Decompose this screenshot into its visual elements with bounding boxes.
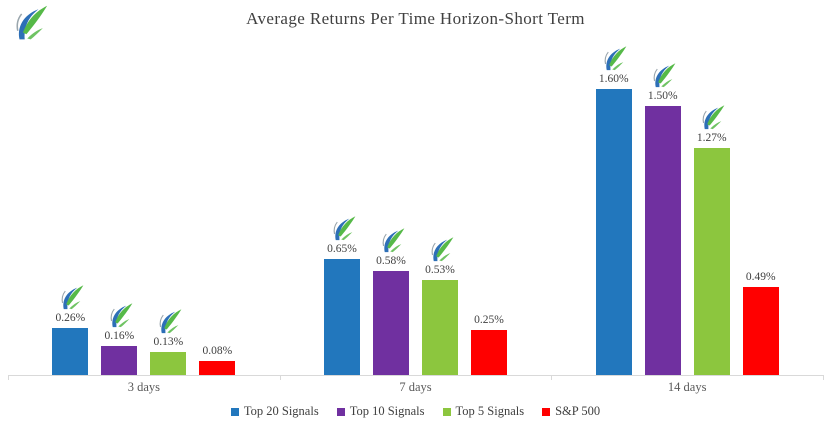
plot-area: 0.26% 0.16% 0.13% 0.08% 0.65% 0.58% 0.53% 0.25%… [8, 0, 823, 375]
category-label: 3 days [127, 380, 160, 394]
legend-item-top-10-signals: Top 10 Signals [336, 404, 425, 419]
data-label: 1.50% [647, 90, 678, 102]
axis-tick [8, 375, 9, 380]
legend-item-sandp-500: S&P 500 [542, 404, 600, 419]
brand-swoosh-icon [333, 216, 355, 241]
brand-swoosh-icon [382, 228, 404, 253]
bar-column: 1.60% [595, 45, 632, 375]
brand-swoosh-icon [16, 5, 48, 40]
brand-swoosh-icon [653, 63, 676, 88]
bar-column: 0.65% [324, 215, 360, 375]
bar-column: 0.25% [471, 314, 507, 375]
category-label: 14 days [667, 380, 707, 394]
legend-swatch [442, 407, 451, 416]
data-label: 0.25% [474, 314, 504, 326]
data-label: 0.53% [425, 264, 455, 276]
bar-group-7-days: 0.65% 0.58% 0.53% 0.25% [280, 0, 552, 375]
bar-brand-logo [698, 104, 725, 131]
bar-column: 0.16% [101, 302, 138, 375]
bar-column: 0.49% [742, 271, 779, 375]
legend-label: S&P 500 [555, 404, 601, 418]
chart-title: Average Returns Per Time Horizon-Short T… [246, 9, 585, 28]
data-label: 0.16% [104, 330, 135, 342]
bar-brand-logo [57, 284, 84, 311]
bar-column: 0.58% [373, 227, 409, 375]
data-label: 0.26% [55, 312, 86, 324]
axis-tick [279, 375, 281, 380]
legend-label: Top 10 Signals [349, 404, 425, 418]
legend-label: Top 20 Signals [243, 404, 319, 418]
bar-brand-logo [329, 215, 356, 242]
bar-top-20-signals [52, 328, 89, 375]
data-label: 0.13% [153, 336, 184, 348]
legend-swatch [336, 407, 345, 416]
legend-swatch [542, 407, 551, 416]
brand-swoosh-icon [110, 303, 133, 328]
data-label: 0.49% [745, 271, 776, 283]
data-label: 1.27% [696, 132, 727, 144]
axis-tick [551, 375, 553, 380]
brand-swoosh-icon [604, 46, 627, 71]
bar-brand-logo [427, 236, 454, 263]
bar-sandp-500 [471, 330, 507, 375]
brand-swoosh-icon [159, 309, 182, 334]
bar-top-20-signals [595, 89, 632, 375]
bar-sandp-500 [199, 361, 236, 375]
data-label: 0.58% [376, 255, 406, 267]
bar-brand-logo [649, 62, 676, 89]
axis-tick [823, 375, 824, 380]
legend-item-top-20-signals: Top 20 Signals [230, 404, 319, 419]
category-label: 7 days [399, 380, 432, 394]
bar-column: 0.26% [52, 284, 89, 375]
data-label: 0.08% [202, 345, 233, 357]
chart-legend: Top 20 Signals Top 10 Signals Top 5 Signal… [0, 404, 831, 419]
bar-top-5-signals [150, 352, 187, 375]
brand-logo [10, 4, 48, 42]
bar-top-10-signals [373, 271, 409, 375]
brand-swoosh-icon [431, 237, 453, 262]
bar-column: 1.50% [644, 62, 681, 375]
bar-brand-logo [378, 227, 405, 254]
bar-top-5-signals [693, 148, 730, 375]
category-axis-labels: 3 days 7 days 14 days [8, 380, 823, 395]
bar-column: 0.08% [199, 345, 236, 375]
data-label: 0.65% [327, 243, 357, 255]
bar-group-14-days: 1.60% 1.50% 1.27% 0.49% [551, 0, 823, 375]
bar-brand-logo [155, 308, 182, 335]
x-axis-line [8, 375, 823, 376]
bar-top-10-signals [101, 346, 138, 375]
brand-swoosh-icon [702, 105, 725, 130]
bar-brand-logo [106, 302, 133, 329]
legend-label: Top 5 Signals [455, 404, 525, 418]
brand-swoosh-icon [61, 285, 84, 310]
bar-top-20-signals [324, 259, 360, 375]
legend-item-top-5-signals: Top 5 Signals [442, 404, 525, 419]
bar-column: 1.27% [693, 104, 730, 375]
bar-top-10-signals [644, 106, 681, 375]
bar-top-5-signals [422, 280, 458, 375]
bar-column: 0.53% [422, 236, 458, 375]
bar-column: 0.13% [150, 308, 187, 375]
bar-group-3-days: 0.26% 0.16% 0.13% 0.08% [8, 0, 280, 375]
bar-brand-logo [600, 45, 627, 72]
data-label: 1.60% [598, 73, 629, 85]
bar-sandp-500 [742, 287, 779, 375]
legend-swatch [230, 407, 239, 416]
